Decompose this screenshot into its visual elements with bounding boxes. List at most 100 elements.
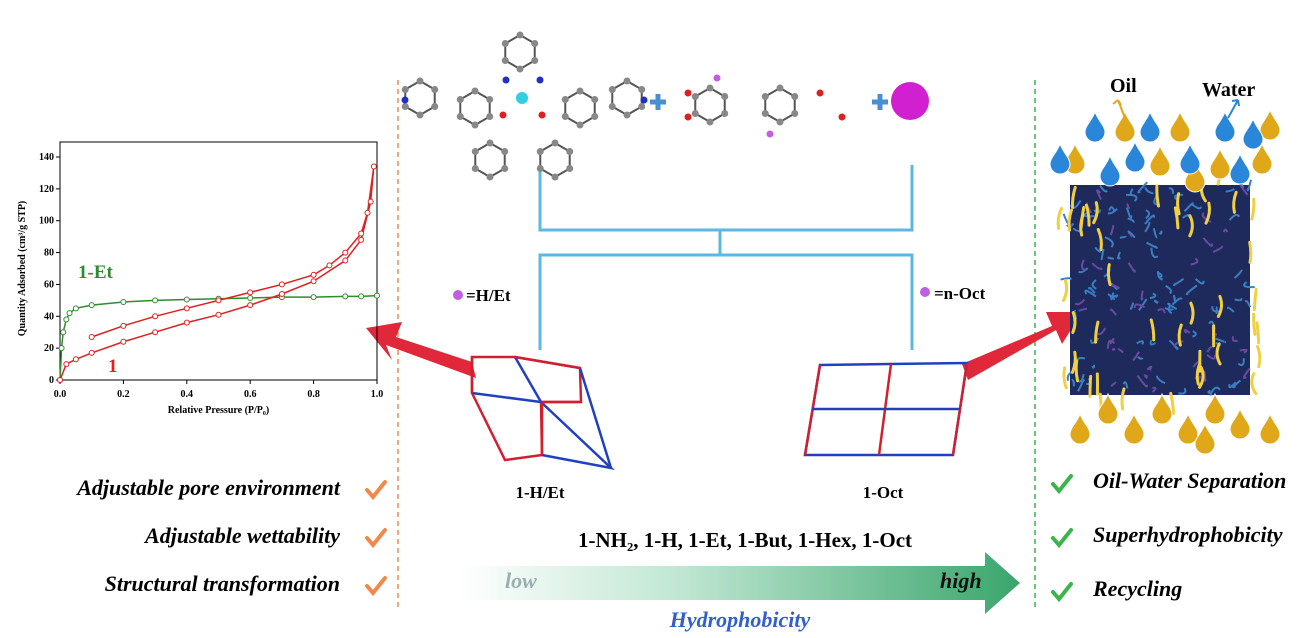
sponge-fiber: [1168, 187, 1174, 194]
point: [152, 313, 159, 320]
x-tick-label: 1.0: [371, 389, 384, 400]
atom: [431, 103, 439, 110]
y-tick-label: 20: [44, 343, 54, 354]
sponge-fiber: [1081, 373, 1086, 383]
atom: [684, 113, 692, 121]
sponge-hair: [1252, 288, 1258, 312]
oil-drop: [1194, 422, 1216, 455]
sponge-hair: [1071, 350, 1077, 374]
point: [183, 305, 190, 312]
sponge-fiber: [1212, 245, 1223, 253]
sponge-fiber: [1117, 251, 1121, 260]
atom: [691, 110, 699, 117]
sponge-fiber: [1091, 364, 1096, 369]
oil-drop: [1149, 144, 1171, 177]
atom: [816, 89, 824, 97]
ligand-label: =n-Oct: [934, 284, 986, 303]
point: [57, 377, 63, 383]
point: [247, 302, 254, 309]
atom: [486, 139, 494, 147]
sponge-fiber: [1071, 379, 1075, 387]
atom: [761, 93, 769, 100]
sponge-fiber: [1152, 227, 1158, 239]
sponge-fiber: [1091, 279, 1097, 290]
y-tick-label: 100: [39, 216, 54, 227]
sponge-fiber: [1168, 339, 1179, 350]
water-drop: [1179, 142, 1201, 175]
sponge-hair: [1195, 362, 1202, 386]
oil-drop: [1229, 407, 1251, 440]
sponge-fiber: [1144, 221, 1151, 233]
check-icon: [1051, 474, 1073, 495]
sponge-hair: [1067, 208, 1073, 232]
sponge-fiber: [1083, 212, 1095, 218]
ring: [539, 141, 571, 179]
feature-text: Adjustable pore environment: [75, 475, 341, 500]
point: [342, 249, 349, 256]
sponge-fiber: [1132, 351, 1140, 362]
sponge-fiber: [1190, 257, 1199, 266]
sponge-fiber: [1136, 374, 1149, 388]
sponge-fiber: [1174, 193, 1183, 200]
sponge-hair: [1092, 201, 1099, 225]
water-drop: [1049, 142, 1071, 175]
point: [183, 319, 190, 326]
sponge-hair: [1250, 372, 1258, 396]
sponge-fiber: [1122, 381, 1129, 389]
sponge-fiber: [1173, 340, 1184, 348]
sponge-fiber: [1094, 246, 1102, 254]
x-axis-label: Relative Pressure (P/P₀): [168, 405, 269, 416]
sponge-fiber: [1107, 207, 1118, 215]
framework-left: [470, 355, 615, 471]
sponge-fiber: [1191, 330, 1197, 338]
x-tick-label: 0.0: [54, 389, 67, 400]
sponge-fiber: [1126, 193, 1138, 202]
gradient-label: Hydrophobicity: [669, 607, 811, 632]
point: [310, 271, 317, 278]
atom: [538, 111, 546, 119]
atom: [501, 148, 509, 155]
sponge-fiber: [1151, 386, 1157, 393]
sponge-hair: [1177, 323, 1183, 347]
atom: [551, 139, 559, 147]
sponge-fiber: [1165, 284, 1173, 295]
flow-arrow: [1112, 99, 1126, 119]
oil-drop: [1259, 108, 1281, 141]
point: [215, 311, 222, 318]
sponge-fiber: [1089, 337, 1100, 344]
sponge-hair: [1215, 342, 1222, 366]
oil-drop: [1097, 392, 1119, 425]
sponge-fiber: [1228, 213, 1241, 221]
sponge-fiber: [1110, 381, 1117, 387]
sponge-hair: [1071, 310, 1077, 334]
sponge-fiber: [1119, 235, 1127, 239]
sponge-fiber: [1117, 347, 1124, 354]
water-label: Water: [1202, 79, 1255, 101]
water-drop: [1242, 117, 1264, 150]
atom: [456, 96, 464, 103]
point: [342, 257, 349, 264]
point: [183, 296, 190, 303]
oil-drop: [1259, 412, 1281, 445]
flow-arrow: [1227, 99, 1240, 119]
atom: [536, 148, 544, 155]
ligand-sphere: [891, 82, 929, 120]
point: [72, 356, 79, 363]
y-tick-label: 140: [39, 152, 54, 163]
sponge-fiber: [1172, 294, 1176, 302]
oil-drop: [1251, 142, 1273, 175]
ring: [459, 89, 491, 127]
point: [278, 281, 285, 288]
water-drop: [1139, 110, 1161, 143]
sponge-fiber: [1137, 356, 1144, 360]
ring: [404, 79, 436, 117]
water-drop: [1214, 110, 1236, 143]
sponge-fiber: [1228, 381, 1237, 389]
sponge-fiber: [1109, 308, 1117, 316]
sponge-hair: [1248, 240, 1253, 264]
y-tick-label: 0: [49, 375, 54, 386]
sponge-fiber: [1246, 179, 1252, 192]
sponge-fiber: [1194, 278, 1205, 285]
check-icon: [365, 528, 387, 549]
atom: [531, 40, 539, 47]
